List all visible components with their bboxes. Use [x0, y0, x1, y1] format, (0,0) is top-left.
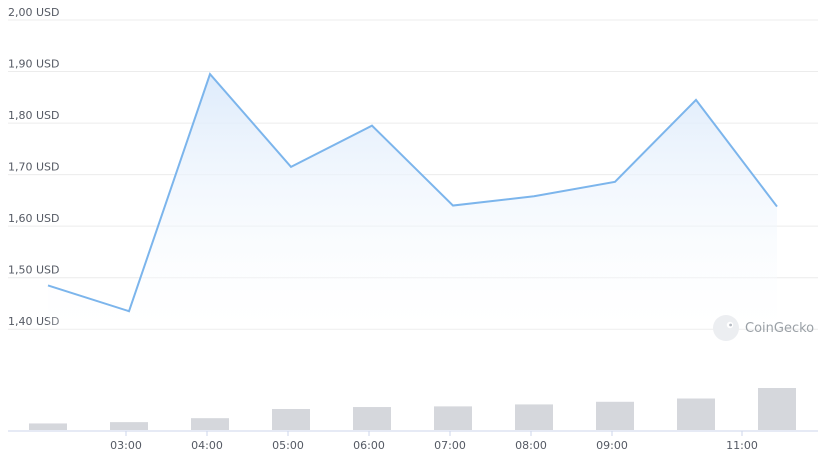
volume-bar [110, 422, 148, 430]
volume-bar [353, 407, 391, 430]
watermark-text: CoinGecko [745, 321, 814, 336]
volume-bar [596, 401, 634, 430]
volume-bar [515, 404, 553, 430]
volume-bar [758, 388, 796, 430]
volume-bars [29, 388, 796, 430]
x-tick-label: 11:00 [726, 439, 758, 452]
y-tick-label: 1,60 USD [8, 212, 60, 225]
volume-bar [434, 406, 472, 430]
volume-bar [191, 418, 229, 430]
y-tick-label: 1,50 USD [8, 264, 60, 277]
volume-bar [272, 409, 310, 430]
x-tick-label: 05:00 [272, 439, 304, 452]
y-tick-label: 2,00 USD [8, 6, 60, 19]
gecko-logo-pupil [729, 323, 732, 327]
y-axis-labels: 1,40 USD 1,50 USD 1,60 USD 1,70 USD 1,80 USD… [8, 6, 60, 328]
price-area-fill [48, 74, 777, 330]
coingecko-watermark: CoinGecko [713, 315, 814, 341]
y-tick-label: 1,70 USD [8, 161, 60, 174]
x-tick-label: 07:00 [434, 439, 466, 452]
y-tick-label: 1,40 USD [8, 315, 60, 328]
volume-bar [677, 398, 715, 430]
price-line-group [47, 72, 778, 313]
x-tick-label: 03:00 [110, 439, 142, 452]
x-tick-label: 08:00 [515, 439, 547, 452]
x-axis: 03:00 04:00 05:00 06:00 07:00 08:00 09:00 11:00 [8, 430, 818, 452]
y-tick-label: 1,90 USD [8, 58, 60, 71]
volume-bar [29, 423, 67, 430]
x-tick-label: 04:00 [191, 439, 223, 452]
price-area [48, 74, 777, 330]
gecko-logo-icon [713, 315, 739, 341]
x-tick-label: 09:00 [596, 439, 628, 452]
y-tick-label: 1,80 USD [8, 109, 60, 122]
price-line [47, 72, 778, 313]
x-tick-label: 06:00 [353, 439, 385, 452]
